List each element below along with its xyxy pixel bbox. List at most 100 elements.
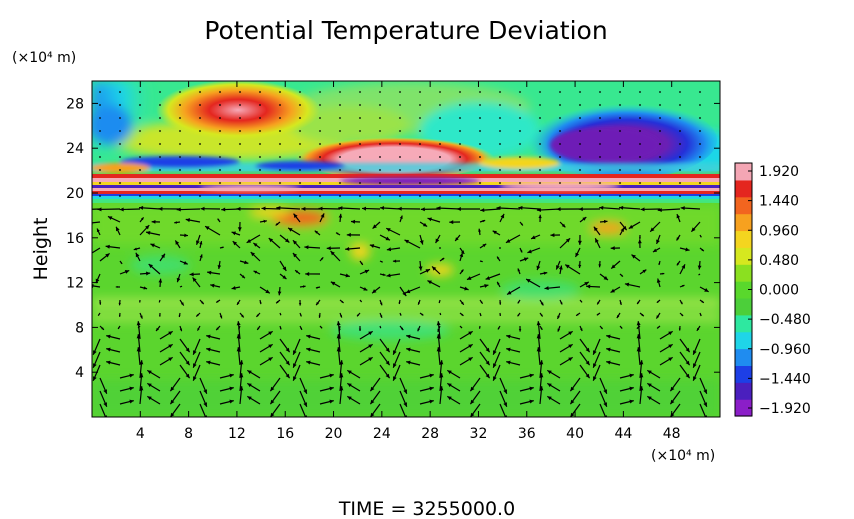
wind-arrowhead (392, 376, 397, 381)
wind-arrowhead (518, 329, 522, 332)
wind-arrowhead (229, 386, 234, 391)
wind-dot (99, 182, 101, 184)
wind-arrow (92, 247, 101, 254)
wind-arrowhead (670, 399, 675, 405)
wind-arrowhead (120, 262, 123, 264)
wind-dot (639, 195, 641, 197)
wind-arrowhead (647, 383, 652, 388)
wind-arrowhead (544, 286, 549, 291)
wind-arrowhead (631, 254, 636, 259)
wind-arrowhead (482, 219, 486, 223)
wind-arrowhead (81, 207, 85, 211)
wind-arrowhead (438, 301, 441, 304)
wind-arrowhead (482, 243, 487, 248)
wind-arrowhead (557, 315, 560, 319)
wind-dot (439, 117, 441, 119)
wind-dot (359, 169, 361, 171)
x-tick-label: 48 (663, 426, 681, 442)
wind-arrowhead (681, 264, 686, 269)
wind-arrowhead (161, 253, 165, 259)
wind-arrowhead (405, 289, 411, 294)
wind-dot (619, 169, 621, 171)
wind-arrowhead (306, 334, 311, 339)
wind-arrowhead (570, 386, 575, 392)
wind-arrowhead (119, 207, 124, 212)
wind-arrowhead (285, 347, 290, 353)
wind-dot (539, 143, 541, 145)
wind-arrowhead (499, 314, 501, 316)
wind-arrowhead (385, 236, 390, 241)
wind-arrowhead (681, 313, 684, 316)
wind-arrowhead (357, 314, 360, 317)
wind-dot (599, 117, 601, 119)
wind-dot (99, 130, 101, 132)
wind-arrowhead (468, 331, 473, 336)
wind-arrowhead (595, 238, 599, 243)
wind-dot (379, 91, 381, 93)
wind-dot (519, 91, 521, 93)
wind-dot (239, 130, 241, 132)
wind-dot (259, 117, 261, 119)
wind-arrowhead (586, 284, 591, 289)
colorbar-tick-label: 0.480 (759, 253, 799, 269)
wind-dot (559, 195, 561, 197)
wind-arrowhead (492, 363, 497, 368)
wind-arrowhead (429, 373, 434, 378)
wind-arrowhead (400, 327, 404, 331)
wind-arrowhead (237, 227, 242, 232)
wind-arrowhead (700, 235, 702, 238)
wind-arrowhead (236, 321, 241, 326)
wind-arrowhead (350, 219, 356, 224)
wind-dot (299, 91, 301, 93)
wind-dot (559, 182, 561, 184)
wind-arrowhead (139, 360, 144, 365)
wind-arrowhead (580, 300, 583, 303)
wind-dot (479, 182, 481, 184)
wind-dot (499, 104, 501, 106)
wind-dot (639, 117, 641, 119)
wind-dot (379, 117, 381, 119)
wind-arrowhead (292, 363, 297, 368)
wind-arrowhead (676, 262, 680, 266)
wind-arrowhead (699, 314, 702, 317)
wind-dot (359, 104, 361, 106)
wind-dot (139, 169, 141, 171)
wind-arrowhead (539, 373, 544, 378)
wind-dot (439, 143, 441, 145)
wind-arrowhead (136, 321, 141, 326)
wind-arrowhead (168, 357, 173, 362)
wind-arrowhead (200, 206, 205, 211)
wind-arrowhead (547, 370, 552, 375)
wind-dot (199, 182, 201, 184)
wind-dot (439, 247, 441, 249)
wind-arrowhead (578, 207, 583, 212)
wind-dot (399, 104, 401, 106)
wind-dot (379, 130, 381, 132)
wind-dot (199, 104, 201, 106)
wind-dot (339, 195, 341, 197)
wind-dot (699, 143, 701, 145)
wind-dot (539, 130, 541, 132)
wind-dot (239, 182, 241, 184)
wind-dot (419, 117, 421, 119)
wind-arrowhead (540, 314, 543, 317)
wind-arrowhead (210, 283, 215, 288)
wind-arrowhead (641, 313, 644, 317)
wind-arrowhead (129, 399, 134, 404)
wind-arrowhead (536, 321, 541, 326)
wind-arrowhead (529, 373, 534, 378)
wind-arrowhead (422, 222, 428, 227)
wind-arrowhead (536, 265, 541, 271)
wind-arrowhead (470, 399, 475, 405)
wind-dot (159, 195, 161, 197)
wind-arrowhead (205, 226, 210, 230)
wind-dot (579, 195, 581, 197)
wind-dot (679, 117, 681, 119)
x-tick-label: 40 (566, 426, 584, 442)
wind-arrowhead (178, 315, 181, 317)
y-tick-label: 24 (66, 141, 84, 157)
wind-dot (279, 143, 281, 145)
wind-arrowhead (239, 386, 244, 391)
wind-dot (179, 182, 181, 184)
wind-arrowhead (99, 302, 102, 305)
